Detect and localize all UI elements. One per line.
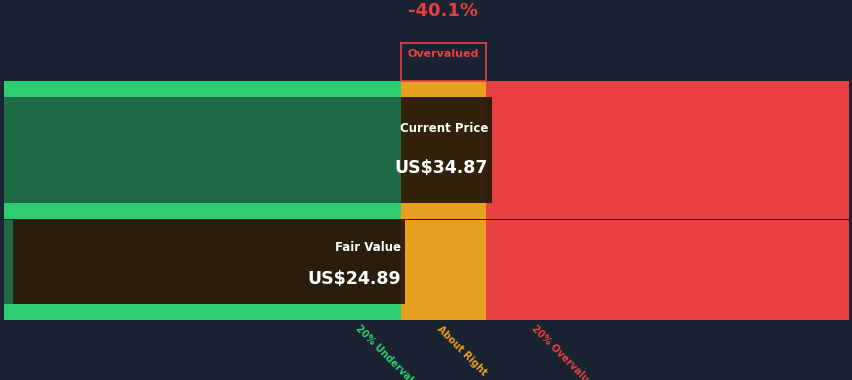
Bar [485, 304, 848, 320]
Bar [4, 81, 400, 97]
Bar [485, 220, 848, 304]
Bar [485, 81, 848, 97]
Bar [4, 220, 400, 304]
Bar [400, 97, 492, 203]
Bar [485, 203, 848, 219]
Bar [400, 203, 485, 219]
Bar [400, 81, 485, 97]
Bar [4, 203, 400, 219]
Text: Current Price: Current Price [400, 122, 487, 135]
Text: US$34.87: US$34.87 [394, 159, 487, 177]
Bar [4, 304, 400, 320]
Bar [13, 220, 405, 304]
Bar [4, 97, 400, 203]
Text: 20% Overvalued: 20% Overvalued [528, 324, 599, 380]
Text: About Right: About Right [435, 324, 488, 377]
Text: -40.1%: -40.1% [408, 2, 478, 20]
Text: Fair Value: Fair Value [335, 241, 400, 254]
Bar [400, 220, 485, 304]
Text: Overvalued: Overvalued [407, 49, 479, 59]
Bar [400, 304, 485, 320]
Text: US$24.89: US$24.89 [307, 270, 400, 288]
Text: 20% Undervalued: 20% Undervalued [353, 324, 429, 380]
Bar [485, 97, 848, 203]
Bar [400, 97, 485, 203]
